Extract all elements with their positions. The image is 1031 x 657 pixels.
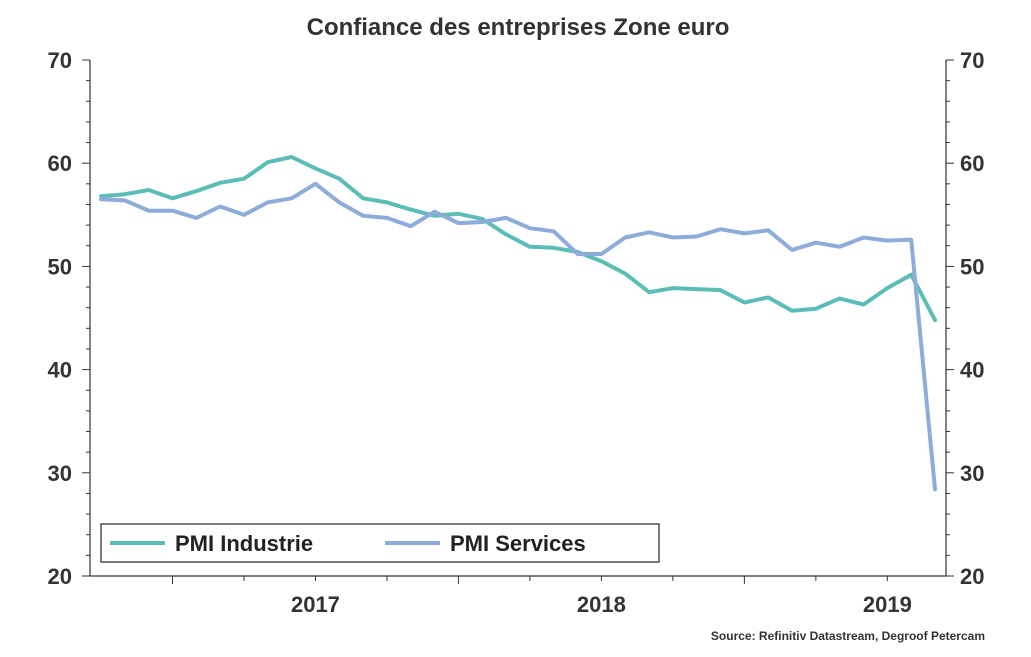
y-tick-label-right: 30	[960, 461, 984, 486]
source-note: Source: Refinitiv Datastream, Degroof Pe…	[711, 629, 985, 643]
x-year-label: 2019	[863, 592, 912, 617]
x-year-label: 2018	[577, 592, 626, 617]
y-tick-label-right: 70	[960, 48, 984, 73]
series-lines	[99, 155, 937, 492]
legend-label-pmi-industrie: PMI Industrie	[175, 531, 313, 556]
series-line-pmi-services	[99, 181, 937, 492]
series-line-pmi-industrie	[99, 155, 937, 323]
y-tick-label-left: 20	[48, 564, 72, 589]
x-axis: 2017 2018 2019	[171, 576, 912, 617]
chart-title: Confiance des entreprises Zone euro	[307, 14, 730, 41]
y-tick-label-left: 50	[48, 254, 72, 279]
legend: PMI Industrie PMI Services	[100, 523, 660, 563]
y-tick-label-left: 30	[48, 461, 72, 486]
legend-box	[100, 523, 660, 563]
x-year-label: 2017	[291, 592, 340, 617]
y-axis-left: 20 30 40 50 60 70	[48, 48, 90, 589]
plot-area	[89, 60, 947, 577]
y-tick-label-right: 40	[960, 358, 984, 383]
y-tick-label-left: 60	[48, 151, 72, 176]
y-tick-label-left: 40	[48, 358, 72, 383]
y-tick-label-right: 50	[960, 254, 984, 279]
y-axis-right: 20 30 40 50 60 70	[946, 48, 984, 589]
y-tick-label-right: 20	[960, 564, 984, 589]
legend-label-pmi-services: PMI Services	[450, 531, 586, 556]
y-tick-label-right: 60	[960, 151, 984, 176]
y-tick-label-left: 70	[48, 48, 72, 73]
